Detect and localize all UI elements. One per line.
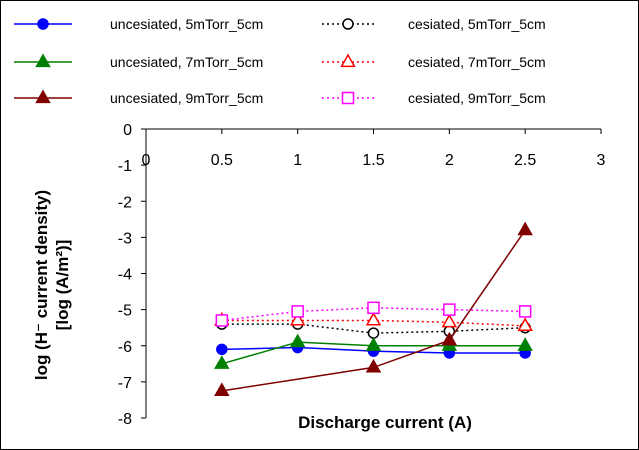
data-point	[367, 301, 380, 315]
x-tick-label: 2	[445, 152, 454, 169]
y-axis-title: log (H⁻ current density) [log (A/m²)]	[32, 190, 72, 380]
data-point	[365, 311, 382, 326]
x-tick-label: 2.5	[514, 152, 536, 169]
legend-label: cesiated, 5mTorr_5cm	[408, 16, 546, 32]
legend-marker	[37, 18, 49, 30]
legend-marker	[35, 89, 51, 104]
series-line	[221, 323, 526, 334]
series-line	[221, 307, 526, 322]
x-axis-title: Discharge current (A)	[298, 413, 472, 432]
legend-marker	[342, 18, 354, 30]
series-line	[221, 229, 526, 392]
data-point	[517, 337, 533, 351]
plot-area	[214, 221, 533, 396]
data-point	[441, 331, 458, 346]
data-point	[216, 343, 228, 356]
legend-marker	[341, 91, 355, 105]
series-4	[214, 221, 533, 396]
data-point	[367, 327, 380, 339]
y-tick-label: 0	[123, 122, 132, 139]
y-tick-label: -1	[118, 158, 132, 175]
legend-marker	[35, 53, 51, 68]
y-tick-label: -8	[118, 411, 132, 428]
data-point	[517, 317, 533, 331]
data-point	[214, 382, 230, 396]
x-tick-label: 3	[597, 152, 606, 169]
data-point	[517, 221, 533, 236]
x-tick-label: 1	[293, 152, 302, 169]
legend-marker	[340, 53, 356, 68]
data-point	[289, 333, 306, 348]
y-tick-label: -5	[118, 303, 132, 320]
data-point	[214, 355, 230, 369]
data-point	[441, 313, 458, 328]
data-point	[291, 305, 304, 318]
legend-item: cesiated, 5mTorr_5cm	[322, 16, 546, 32]
x-tick-label: 0.5	[211, 152, 233, 169]
axes: 0 -1 -2 -3 -4 -5 -6 -7 -8 0 0.5 1 1.5 2 2.5 3	[118, 122, 606, 428]
y-axis-title-line2: [log (A/m²)]	[53, 240, 72, 331]
x-tick-label: 0	[142, 152, 151, 169]
legend-item: uncesiated, 9mTorr_5cm	[14, 89, 263, 106]
y-tick-label: -6	[118, 339, 132, 356]
legend-label: cesiated, 9mTorr_5cm	[408, 90, 546, 106]
legend-item: cesiated, 7mTorr_5cm	[322, 53, 546, 70]
legend-item: cesiated, 9mTorr_5cm	[322, 90, 546, 106]
legend-label: uncesiated, 5mTorr_5cm	[110, 16, 263, 32]
data-point	[443, 303, 456, 316]
data-point	[215, 314, 229, 327]
y-tick-label: -4	[118, 267, 132, 284]
series-5	[215, 301, 532, 327]
legend: uncesiated, 5mTorr_5cm cesiated, 5mTorr_5…	[14, 16, 546, 106]
legend-label: uncesiated, 7mTorr_5cm	[110, 54, 263, 70]
x-tick-label: 1.5	[362, 152, 384, 169]
y-tick-label: -7	[118, 375, 132, 392]
y-tick-label: -3	[118, 230, 132, 247]
legend-label: uncesiated, 9mTorr_5cm	[110, 90, 263, 106]
data-point	[365, 337, 382, 351]
legend-label: cesiated, 7mTorr_5cm	[408, 54, 546, 70]
y-tick-label: -2	[118, 194, 132, 211]
y-axis-title-line1: log (H⁻ current density)	[32, 190, 51, 380]
data-point	[518, 305, 532, 318]
legend-item: uncesiated, 5mTorr_5cm	[14, 16, 263, 32]
data-point	[289, 311, 306, 326]
data-point	[365, 358, 382, 373]
legend-item: uncesiated, 7mTorr_5cm	[14, 53, 263, 70]
